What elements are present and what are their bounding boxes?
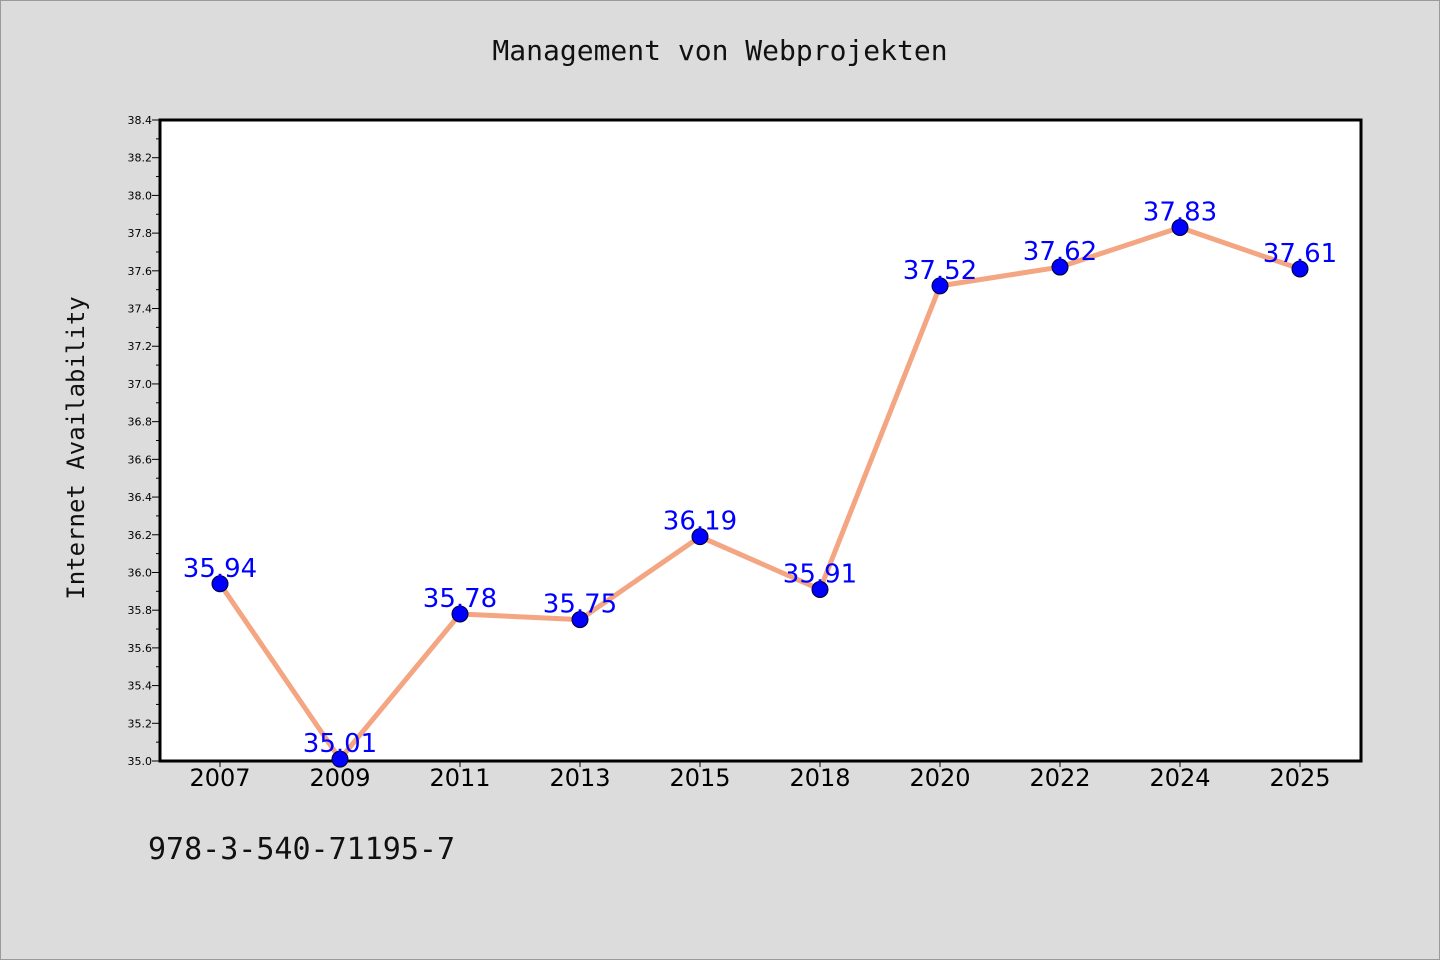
data-label: 37.62	[1023, 237, 1097, 267]
data-point	[1051, 258, 1069, 276]
data-labels: 35.94 35.01 35.78 35.75 36.19 35.91 37.52 37.62…	[183, 197, 1337, 759]
y-tick-label: 35.2	[128, 717, 153, 730]
data-label: 37.52	[903, 256, 977, 286]
y-tick-label: 35.6	[128, 642, 153, 655]
data-label: 35.75	[543, 590, 617, 620]
data-point	[811, 580, 829, 598]
y-tick-label: 36.6	[128, 453, 153, 466]
y-tick-label: 38.0	[128, 189, 153, 202]
x-tick-label: 2011	[429, 764, 490, 792]
data-point	[571, 611, 589, 629]
y-tick-label: 35.4	[128, 680, 153, 693]
y-tick-label: 38.2	[128, 152, 153, 165]
data-point	[1171, 218, 1189, 236]
x-tick-label: 2015	[669, 764, 730, 792]
x-axis: 2007 2009 2011 2013 2015 2018 2020 2022 2024 2025	[189, 761, 1331, 792]
y-tick-label: 37.0	[128, 378, 153, 391]
plot-area	[158, 118, 1363, 763]
data-point	[1291, 260, 1309, 278]
x-tick-label: 2007	[189, 764, 250, 792]
x-tick-label: 2025	[1269, 764, 1330, 792]
x-tick-label: 2022	[1029, 764, 1090, 792]
y-tick-label: 36.0	[128, 566, 153, 579]
series-line	[217, 224, 1303, 762]
data-label: 37.61	[1263, 239, 1337, 269]
data-point	[691, 528, 709, 546]
x-tick-label: 2013	[549, 764, 610, 792]
y-tick-label: 37.2	[128, 340, 153, 353]
isbn-label: 978-3-540-71195-7	[148, 832, 456, 867]
y-tick-label: 37.4	[128, 303, 153, 316]
y-axis: 35.0 35.2 35.4 35.6 35.8 36.0 36.2 36.4 36.6 36.8…	[128, 114, 160, 768]
data-point	[331, 750, 349, 768]
chart-title: Management von Webprojekten	[492, 34, 948, 67]
data-point	[211, 575, 229, 593]
x-tick-label: 2018	[789, 764, 850, 792]
data-label: 35.01	[303, 729, 377, 759]
data-label: 35.91	[783, 559, 857, 589]
y-tick-label: 37.8	[128, 227, 153, 240]
data-label: 36.19	[663, 507, 737, 537]
data-point	[931, 277, 949, 295]
y-tick-label: 38.4	[128, 114, 153, 127]
data-point	[451, 605, 469, 623]
data-label: 37.83	[1143, 197, 1217, 227]
data-markers	[211, 218, 1309, 768]
y-tick-label: 36.4	[128, 491, 153, 504]
y-axis-label: Internet Availability	[62, 296, 90, 599]
y-tick-label: 36.8	[128, 416, 153, 429]
x-tick-label: 2024	[1149, 764, 1210, 792]
y-tick-label: 36.2	[128, 529, 153, 542]
x-tick-label: 2020	[909, 764, 970, 792]
x-tick-label: 2009	[309, 764, 370, 792]
y-tick-label: 35.0	[128, 755, 153, 768]
data-label: 35.94	[183, 554, 257, 584]
y-tick-label: 37.6	[128, 265, 153, 278]
y-tick-label: 35.8	[128, 604, 153, 617]
data-label: 35.78	[423, 584, 497, 614]
